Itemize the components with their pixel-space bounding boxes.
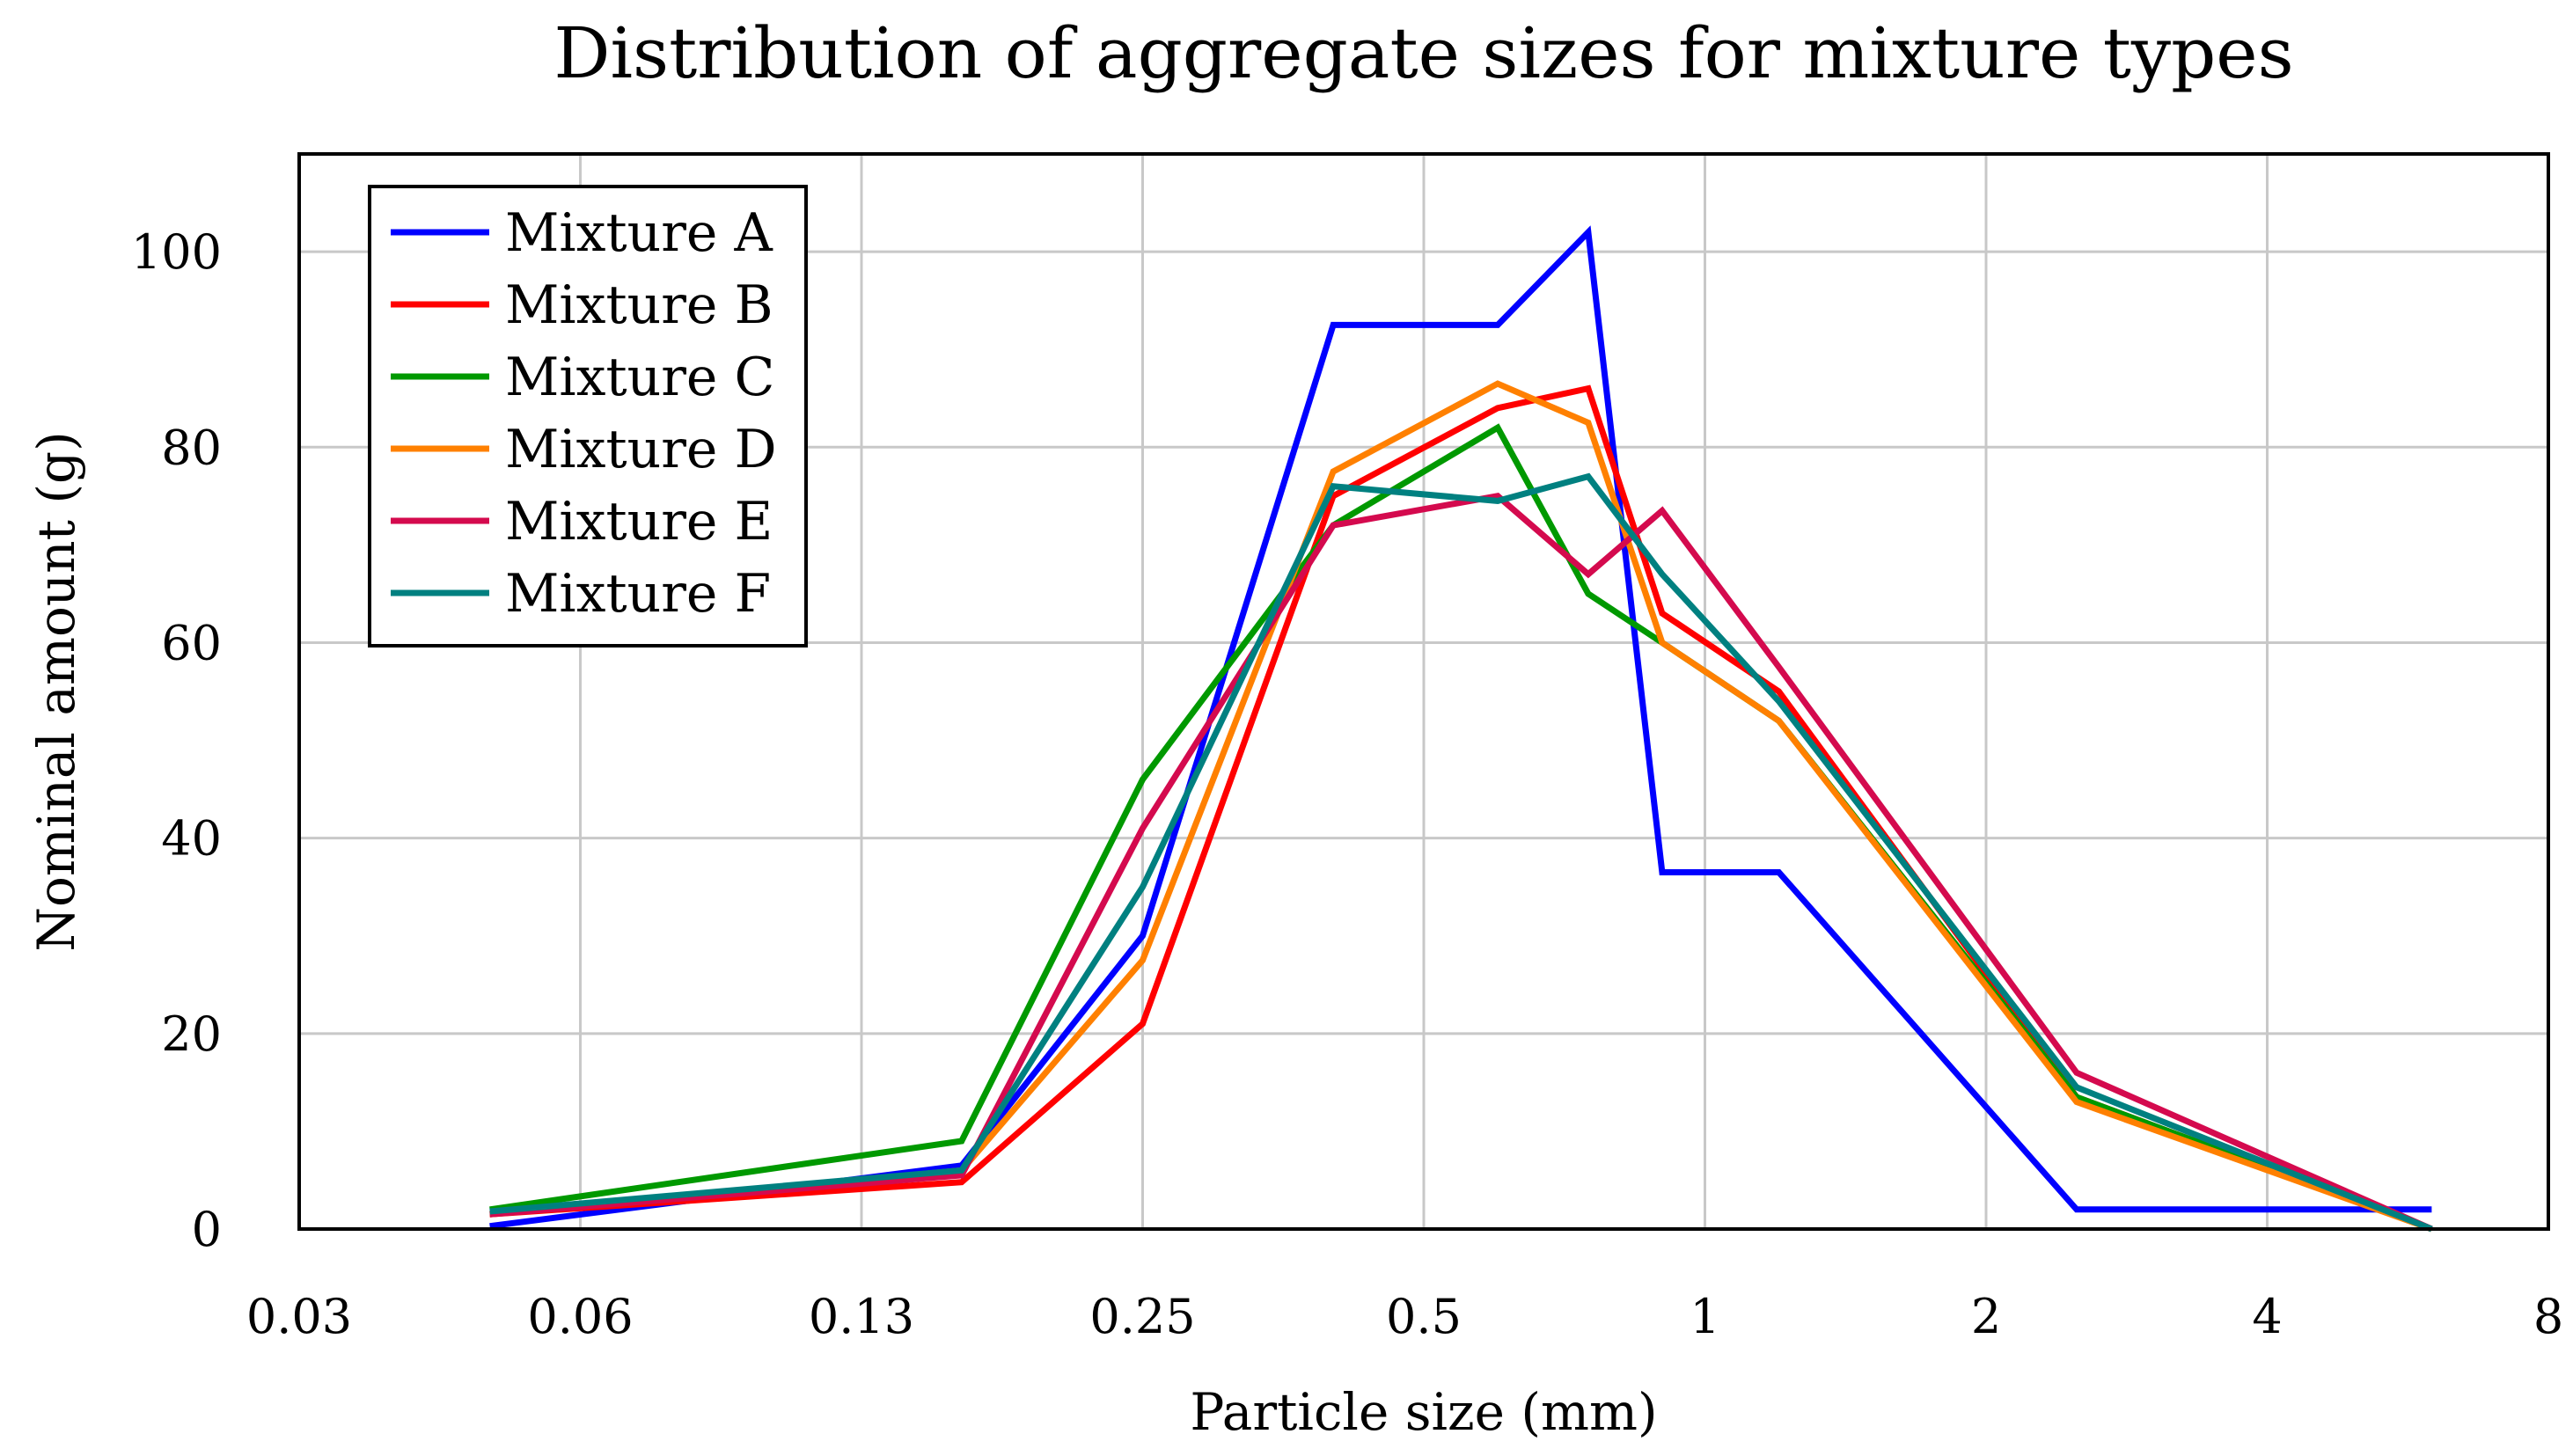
legend-label-mixture-a: Mixture A <box>505 202 773 264</box>
x-tick-label: 0.25 <box>1089 1289 1195 1344</box>
legend-label-mixture-f: Mixture F <box>505 563 771 625</box>
x-tick-label: 1 <box>1690 1289 1719 1344</box>
x-tick-label: 0.13 <box>809 1289 914 1344</box>
x-tick-label: 0.5 <box>1386 1289 1462 1344</box>
series-line-mixture-a <box>489 225 2432 1230</box>
y-axis-label: Nominal amount (g) <box>26 431 86 951</box>
x-tick-label: 4 <box>2252 1289 2282 1344</box>
x-tick-label: 2 <box>1971 1289 2001 1344</box>
y-tick-label: 0 <box>192 1202 222 1257</box>
series-line-mixture-d <box>489 380 2433 1233</box>
x-axis-label: Particle size (mm) <box>1190 1382 1657 1442</box>
x-tick-labels: 0.03 0.06 0.13 0.25 0.5 1 2 4 8 <box>246 1289 2563 1344</box>
y-tick-label: 100 <box>131 224 222 280</box>
series-line-mixture-e <box>489 493 2433 1233</box>
x-tick-label: 0.06 <box>527 1289 633 1344</box>
legend-label-mixture-c: Mixture C <box>505 347 774 408</box>
legend: Mixture A Mixture B Mixture C Mixture D Mixt… <box>368 185 808 648</box>
series-layer <box>489 225 2433 1233</box>
chart-title: Distribution of aggregate sizes for mixt… <box>553 12 2293 94</box>
y-tick-label: 80 <box>161 420 222 475</box>
x-tick-label: 0.03 <box>246 1289 352 1344</box>
x-tick-label: 8 <box>2533 1289 2563 1344</box>
y-tick-label: 20 <box>161 1006 222 1062</box>
legend-label-mixture-e: Mixture E <box>505 491 773 552</box>
legend-label-mixture-d: Mixture D <box>505 419 777 480</box>
y-tick-label: 60 <box>161 615 222 670</box>
legend-box <box>368 185 808 648</box>
y-tick-labels: 0 20 40 60 80 100 <box>131 224 222 1257</box>
series-line-mixture-f <box>489 472 2433 1233</box>
y-tick-label: 40 <box>161 811 222 867</box>
legend-label-mixture-b: Mixture B <box>505 274 773 336</box>
plot-frame <box>297 152 2550 1231</box>
